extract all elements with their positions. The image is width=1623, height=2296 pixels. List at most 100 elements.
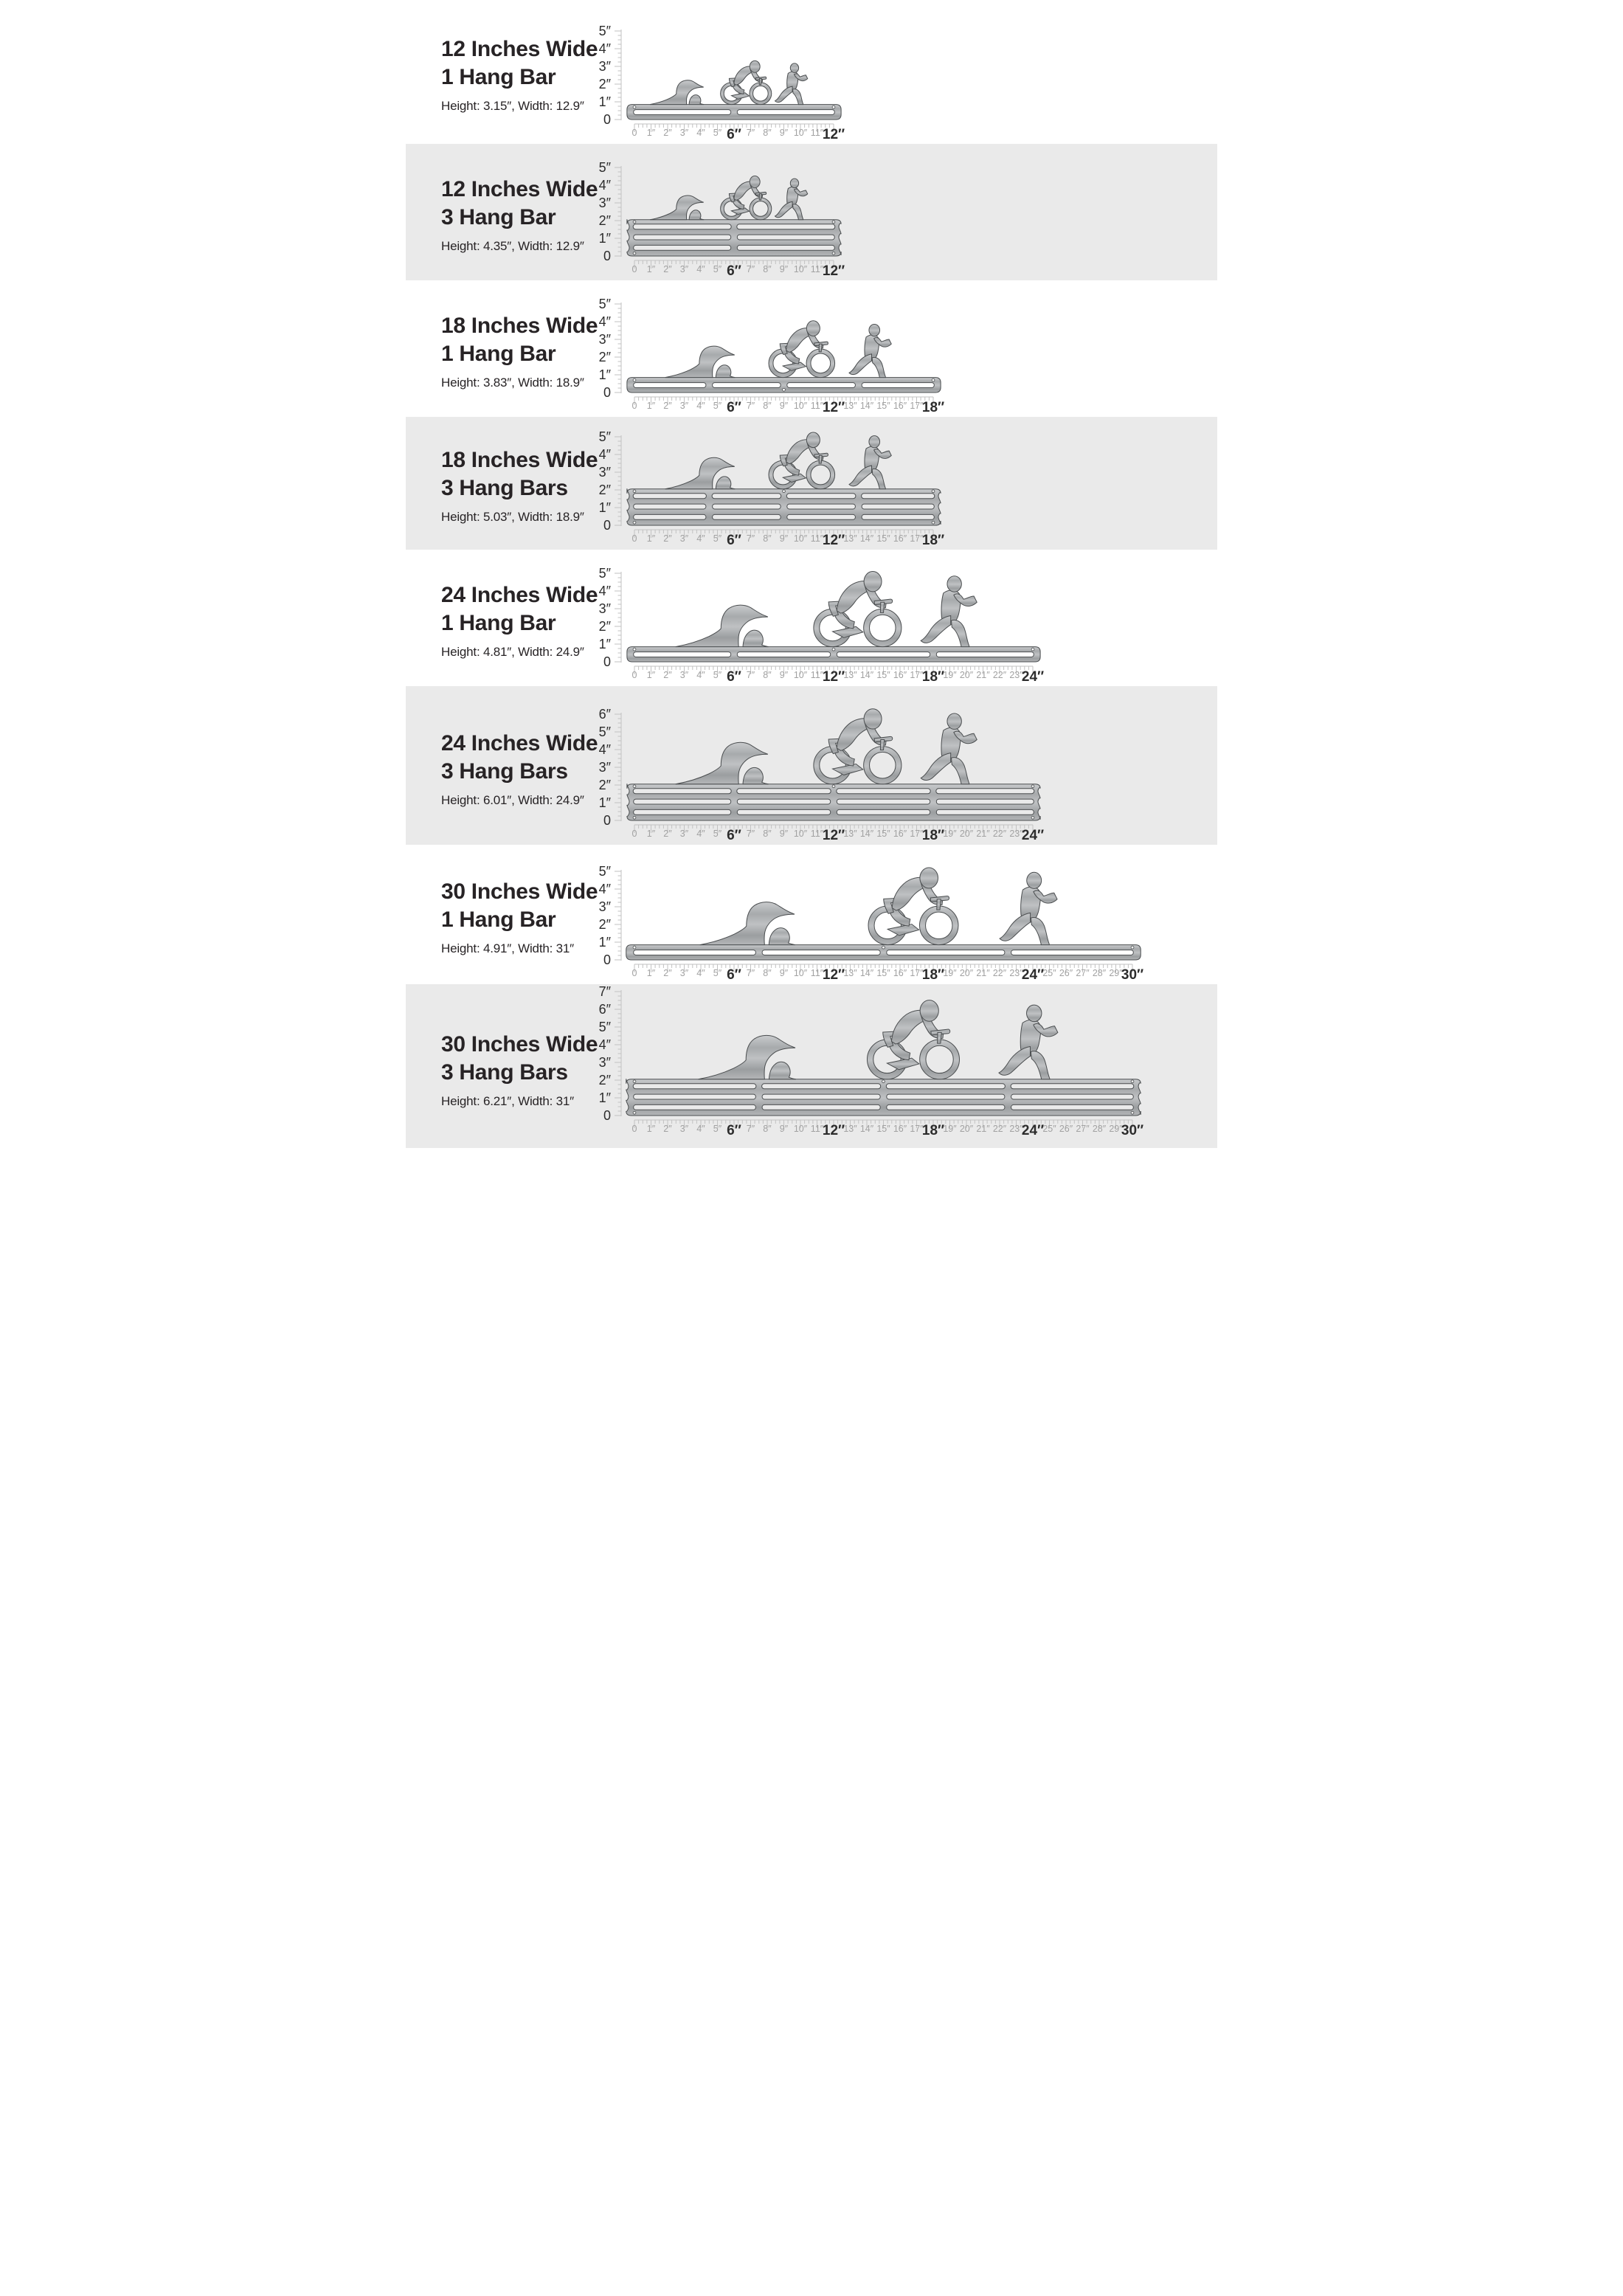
- x-tick-label: 20″: [960, 670, 974, 680]
- x-tick-label: 8″: [763, 264, 772, 274]
- x-tick-label: 13″: [843, 670, 857, 680]
- x-tick-label-major: 12″: [823, 967, 845, 983]
- y-tick-label: 7″: [599, 984, 612, 999]
- size-diagram-18in-1bar: 01″2″3″4″5″0 1″ 2″ 3″ 4″ 5″ 6″ 7″ 8″ 9″ 10″ 11″12″1…: [599, 297, 945, 415]
- mount-hole: [931, 489, 935, 494]
- x-tick-label: 0: [632, 401, 637, 411]
- x-tick-label: 29″: [1109, 1124, 1123, 1134]
- swimmer-figure-part: [665, 346, 735, 378]
- x-tick-label: 7″: [747, 533, 755, 544]
- x-tick-label: 4″: [696, 401, 705, 411]
- runner-figure-part: [921, 753, 950, 781]
- x-tick-label: 22″: [993, 968, 1007, 978]
- runner-figure-part: [954, 594, 977, 606]
- x-tick-label: 23″: [1009, 670, 1023, 680]
- swimmer-figure: [700, 902, 795, 945]
- runner-figure-part: [947, 576, 961, 592]
- x-tick-label: 8″: [763, 829, 772, 839]
- x-ruler-ticks: [634, 1120, 1133, 1128]
- x-tick-label: 11″: [811, 128, 824, 138]
- mount-hole: [1031, 647, 1035, 651]
- mount-hole: [882, 945, 885, 950]
- y-ruler-ticks: [615, 713, 621, 821]
- runner-figure-part: [952, 758, 969, 784]
- x-tick-label: 17″: [910, 968, 924, 978]
- product-variant: 3 Hang Bars: [441, 758, 568, 784]
- x-tick-label: 10″: [794, 533, 808, 544]
- x-tick-label: 21″: [976, 829, 990, 839]
- product-dimensions: Height: 6.01″, Width: 24.9″: [441, 792, 584, 807]
- swimmer-figure-part: [650, 196, 704, 220]
- x-tick-label: 25″: [1042, 968, 1056, 978]
- cyclist-figure-part: [819, 455, 822, 463]
- x-tick-label: 13″: [843, 401, 857, 411]
- x-tick-label: 21″: [976, 968, 990, 978]
- y-tick-label: 0: [603, 654, 611, 669]
- x-tick-label-major: 18″: [922, 533, 944, 548]
- y-tick-label: 0: [603, 518, 611, 533]
- x-tick-label: 22″: [993, 670, 1007, 680]
- x-tick-label: 3″: [680, 264, 689, 274]
- y-tick-label: 5″: [599, 429, 612, 444]
- mount-hole: [831, 251, 836, 255]
- cyclist-figure: [814, 709, 902, 784]
- cyclist-figure-part: [937, 899, 941, 910]
- y-ruler-ticks: [615, 30, 621, 120]
- hanger-bar-outline: [626, 944, 1141, 961]
- swimmer-figure-part: [676, 605, 768, 647]
- x-tick-label: 21″: [976, 670, 990, 680]
- diagram-group-12in-1bar: 0 1″ 2″ 3″ 4″ 5″ 0 1″ 2″ 3″ 4″ 5″ 6″ 7″ 8″ 9″ 10″ 11″12″: [599, 24, 845, 142]
- x-tick-label: 3″: [680, 128, 689, 138]
- cyclist-figure: [721, 60, 772, 104]
- y-tick-label: 3″: [599, 899, 612, 914]
- diagram-group-18in-1bar: 01″2″3″4″5″0 1″ 2″ 3″ 4″ 5″ 6″ 7″ 8″ 9″ 10″ 11″12″1…: [599, 297, 945, 415]
- mount-hole: [882, 1079, 885, 1084]
- y-tick-label: 0: [603, 1108, 611, 1123]
- cyclist-figure: [814, 572, 902, 647]
- x-tick-label: 11″: [811, 264, 824, 274]
- hanger-bar-outline: [626, 1079, 1141, 1116]
- y-tick-label: 5″: [599, 297, 612, 311]
- mount-hole: [632, 251, 637, 255]
- runner-figure: [775, 63, 808, 105]
- x-tick-label: 14″: [860, 968, 874, 978]
- runner-figure-part: [1027, 872, 1042, 888]
- product-info-12in-1bar: 12 Inches Wide 1 Hang Bar Height: 3.15″, W…: [441, 35, 598, 115]
- size-diagram-12in-3bar: 0 1″ 2″ 3″ 4″ 5″ 0 1″ 2″ 3″ 4″ 5″ 6″ 7″ 8″ 9″ 10″ 11″12″: [599, 160, 845, 279]
- runner-figure-part: [1031, 918, 1049, 945]
- row-band-30in-1bar: 30 Inches Wide 1 Hang Bar Height: 4.91″, W…: [406, 845, 1217, 984]
- runner-figure-part: [947, 713, 961, 729]
- cyclist-figure-part: [732, 208, 750, 215]
- x-tick-label: 3″: [680, 968, 689, 978]
- x-tick-label: 11″: [811, 829, 824, 839]
- x-tick-label: 4″: [696, 533, 705, 544]
- x-tick-label-major: 12″: [823, 263, 845, 279]
- y-tick-label: 3″: [599, 1055, 612, 1070]
- x-tick-label: 27″: [1076, 968, 1090, 978]
- y-tick-label: 2″: [599, 619, 612, 634]
- x-tick-label: 10″: [794, 670, 808, 680]
- x-tick-label: 13″: [843, 533, 857, 544]
- x-tick-label: 27″: [1076, 1124, 1090, 1134]
- swimmer-figure-part: [743, 767, 769, 784]
- cyclist-figure-part: [880, 602, 884, 612]
- product-dimensions: Height: 5.03″, Width: 18.9″: [441, 510, 584, 525]
- x-tick-label: 17″: [910, 401, 924, 411]
- x-tick-label-major: 6″: [727, 669, 741, 685]
- y-tick-label: 2″: [599, 778, 612, 792]
- x-tick-label: 0: [632, 533, 637, 544]
- product-title: 24 Inches Wide: [441, 730, 598, 755]
- x-tick-label-major: 6″: [727, 127, 741, 142]
- x-tick-label: 16″: [893, 1124, 907, 1134]
- mount-hole: [632, 489, 637, 494]
- row-band-18in-1bar: 18 Inches Wide 1 Hang Bar Height: 3.83″, W…: [406, 280, 1217, 417]
- swimmer-figure-part: [665, 457, 735, 489]
- x-tick-label: 14″: [860, 1124, 874, 1134]
- runner-figure-part: [954, 731, 977, 744]
- x-tick-label: 11″: [811, 1124, 824, 1134]
- x-tick-label: 2″: [663, 1124, 672, 1134]
- x-tick-label-major: 6″: [727, 828, 741, 843]
- x-tick-label: 9″: [780, 829, 789, 839]
- y-ruler-ticks: [615, 573, 621, 663]
- product-info-18in-3bar: 18 Inches Wide 3 Hang Bars Height: 5.03″, …: [441, 446, 598, 526]
